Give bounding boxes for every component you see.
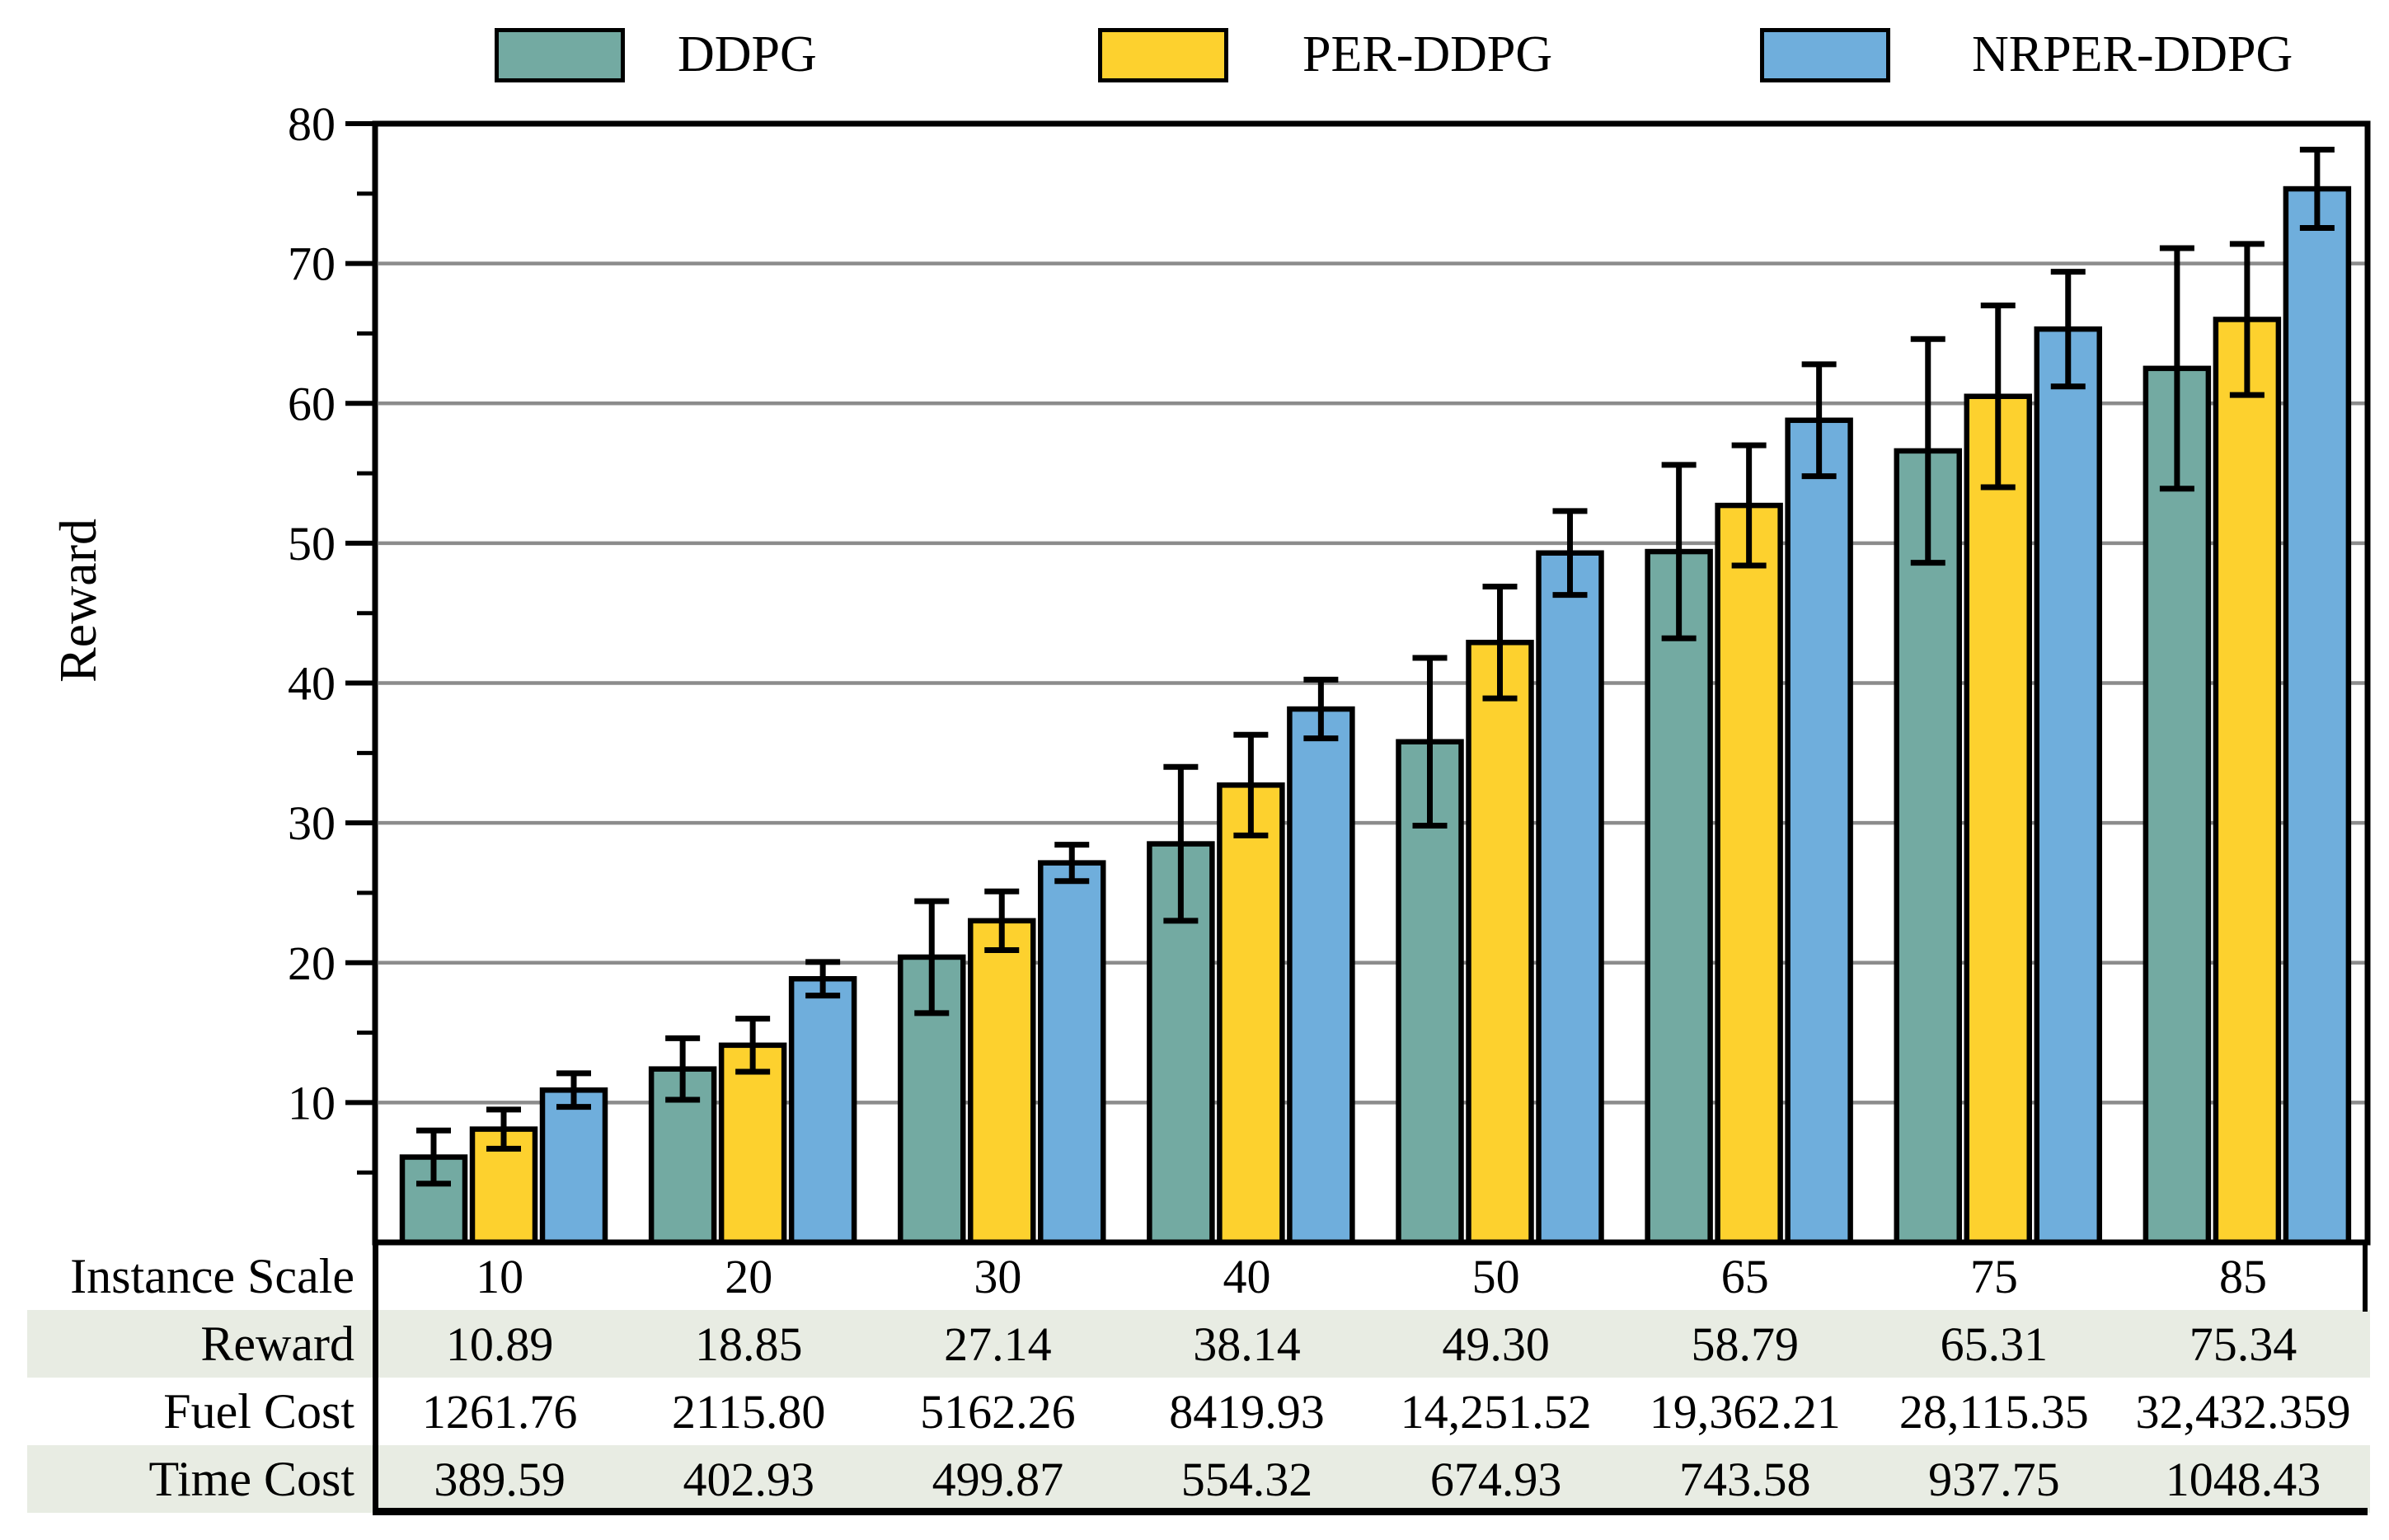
plot-border bbox=[372, 120, 2371, 1246]
table-cell-time_cost-50: 674.93 bbox=[1429, 1452, 1562, 1506]
row-label-reward: Reward bbox=[200, 1316, 354, 1371]
table-cell-reward-40: 38.14 bbox=[1193, 1317, 1301, 1371]
table-cell-fuel_cost-65: 19,362.21 bbox=[1649, 1384, 1841, 1439]
table-cell-fuel_cost-50: 14,251.52 bbox=[1400, 1384, 1592, 1439]
legend-swatch-per-ddpg bbox=[1098, 28, 1228, 82]
bar-NRPER-DDPG-10 bbox=[539, 1087, 608, 1246]
y-tick-label-70: 70 bbox=[288, 237, 336, 291]
table-cell-instance_scale-85: 85 bbox=[2218, 1249, 2267, 1303]
table-cell-reward-65: 58.79 bbox=[1691, 1317, 1799, 1371]
bar-PER-DDPG-75 bbox=[1964, 393, 2032, 1246]
bar-PER-DDPG-20 bbox=[718, 1042, 787, 1246]
table-cell-time_cost-85: 1048.43 bbox=[2165, 1452, 2321, 1506]
table-cell-fuel_cost-75: 28,115.35 bbox=[1899, 1384, 2089, 1439]
legend-label-nrper-ddpg: NRPER-DDPG bbox=[1972, 26, 2293, 82]
table-cell-time_cost-30: 499.87 bbox=[932, 1452, 1064, 1506]
bar-DDPG-65 bbox=[1645, 548, 1713, 1246]
legend-swatch-ddpg bbox=[495, 28, 625, 82]
bar-NRPER-DDPG-20 bbox=[788, 976, 857, 1246]
legend-label-ddpg: DDPG bbox=[678, 26, 817, 82]
row-label-instance-scale: Instance Scale bbox=[70, 1248, 354, 1303]
table-band-time-cost bbox=[27, 1445, 2370, 1513]
bar-PER-DDPG-65 bbox=[1715, 502, 1783, 1246]
table-cell-reward-20: 18.85 bbox=[694, 1317, 803, 1371]
y-tick-label-50: 50 bbox=[288, 517, 336, 570]
y-tick-label-30: 30 bbox=[288, 796, 336, 850]
table-cell-time_cost-20: 402.93 bbox=[683, 1452, 814, 1506]
table-cell-instance_scale-10: 10 bbox=[476, 1249, 524, 1303]
table-cell-instance_scale-40: 40 bbox=[1223, 1249, 1271, 1303]
bar-NRPER-DDPG-30 bbox=[1038, 860, 1106, 1246]
row-label-time-cost: Time Cost bbox=[148, 1451, 354, 1506]
bar-DDPG-85 bbox=[2143, 365, 2212, 1246]
bar-NRPER-DDPG-75 bbox=[2034, 326, 2102, 1246]
table-bottom-line bbox=[373, 1508, 2368, 1515]
bar-NRPER-DDPG-40 bbox=[1287, 706, 1355, 1246]
y-tick-label-20: 20 bbox=[288, 937, 336, 990]
legend-label-per-ddpg: PER-DDPG bbox=[1302, 26, 1553, 82]
table-cell-instance_scale-65: 65 bbox=[1720, 1249, 1769, 1303]
y-tick-label-80: 80 bbox=[288, 97, 336, 151]
table-cell-reward-10: 10.89 bbox=[445, 1317, 554, 1371]
bar-PER-DDPG-50 bbox=[1466, 640, 1534, 1246]
table-cell-instance_scale-20: 20 bbox=[725, 1249, 773, 1303]
table-band-reward bbox=[27, 1310, 2370, 1378]
table-cell-instance_scale-75: 75 bbox=[1969, 1249, 2018, 1303]
y-tick-label-40: 40 bbox=[288, 657, 336, 711]
y-tick-label-60: 60 bbox=[288, 377, 336, 430]
bar-DDPG-75 bbox=[1894, 448, 1962, 1246]
table-cell-time_cost-10: 389.59 bbox=[434, 1452, 566, 1506]
table-cell-reward-75: 65.31 bbox=[1940, 1317, 2049, 1371]
table-cell-time_cost-65: 743.58 bbox=[1678, 1452, 1811, 1506]
table-cell-fuel_cost-85: 32,432.359 bbox=[2135, 1384, 2351, 1439]
row-label-fuel-cost: Fuel Cost bbox=[163, 1383, 354, 1439]
table-right-stub-line bbox=[2363, 1242, 2368, 1312]
table-cell-reward-30: 27.14 bbox=[944, 1317, 1052, 1371]
bar-NRPER-DDPG-65 bbox=[1785, 417, 1853, 1246]
table-cell-fuel_cost-10: 1261.76 bbox=[421, 1384, 578, 1439]
table-divider-line bbox=[373, 1242, 378, 1514]
bar-NRPER-DDPG-85 bbox=[2283, 185, 2352, 1246]
bar-PER-DDPG-40 bbox=[1217, 782, 1285, 1246]
table-cell-instance_scale-50: 50 bbox=[1471, 1249, 1520, 1303]
y-tick-label-10: 10 bbox=[288, 1076, 336, 1129]
table-cell-time_cost-40: 554.32 bbox=[1180, 1452, 1313, 1506]
bar-NRPER-DDPG-50 bbox=[1536, 550, 1604, 1246]
table-cell-reward-85: 75.34 bbox=[2189, 1317, 2297, 1371]
table-cell-reward-50: 49.30 bbox=[1442, 1317, 1550, 1371]
table-cell-fuel_cost-20: 2115.80 bbox=[672, 1384, 826, 1439]
bar-PER-DDPG-30 bbox=[968, 918, 1036, 1246]
table-cell-instance_scale-30: 30 bbox=[974, 1249, 1022, 1303]
bar-PER-DDPG-85 bbox=[2213, 317, 2282, 1246]
table-cell-fuel_cost-40: 8419.93 bbox=[1169, 1384, 1325, 1439]
legend-swatch-nrper-ddpg bbox=[1760, 28, 1890, 82]
table-cell-time_cost-75: 937.75 bbox=[1928, 1452, 2060, 1506]
table-cell-fuel_cost-30: 5162.26 bbox=[920, 1384, 1076, 1439]
